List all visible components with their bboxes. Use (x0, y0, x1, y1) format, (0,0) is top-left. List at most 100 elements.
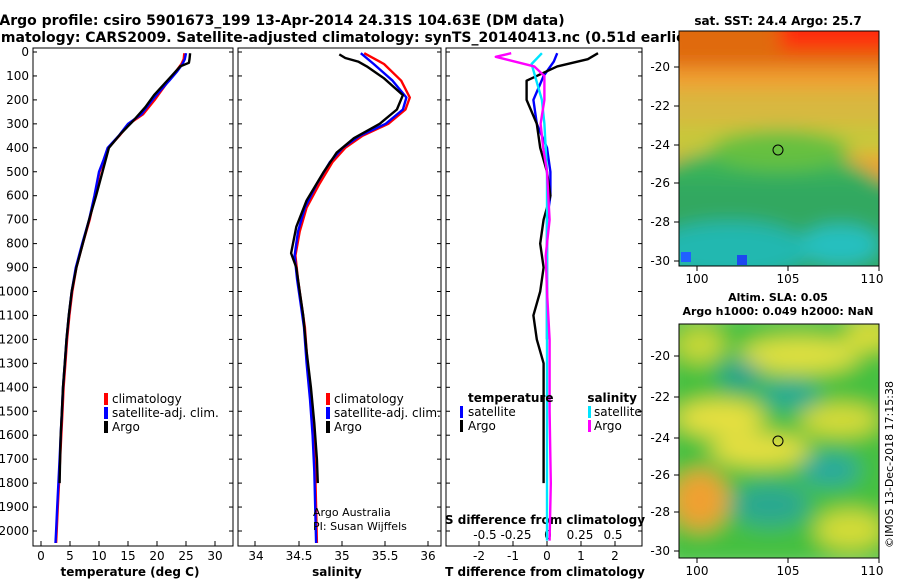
temp-xtick: 5 (66, 549, 74, 563)
sst-ytick: -30 (650, 254, 670, 268)
s-diff-tick: -0.25 (500, 528, 531, 542)
s-diff-tick: -0.5 (473, 528, 496, 542)
depth-tick-label: 600 (6, 189, 29, 203)
sal-xtick: 34.5 (286, 549, 313, 563)
legend-label: Argo (334, 420, 362, 434)
difference-xlabel: T difference from climatology (445, 565, 645, 579)
legend-label: climatology (112, 392, 182, 406)
sst-ytick: -22 (650, 99, 670, 113)
sst-xtick: 110 (861, 272, 884, 286)
sla-xtick: 100 (686, 564, 709, 578)
legend-swatch-argo (326, 421, 330, 433)
sst-map-axes: -20 -22 -24 -26 -28 -30 100 105 110 (650, 60, 883, 286)
difference-legend: temperature satellite Argo salinity sate… (460, 391, 642, 433)
depth-tick-label: 100 (6, 69, 29, 83)
credit-line-1: Argo Australia (313, 506, 391, 519)
argo-location-marker (772, 435, 784, 447)
sla-xtick: 110 (861, 564, 884, 578)
temp-xtick: 20 (149, 549, 164, 563)
imos-watermark: ©IMOS 13-Dec-2018 17:15:38 (883, 381, 896, 548)
diff-xtick: 2 (611, 549, 619, 563)
difference-panel-frame (445, 47, 643, 547)
depth-tick-label: 1200 (0, 332, 29, 346)
salinity-xlabel: salinity (312, 565, 362, 579)
salinity-line-climatology (294, 52, 411, 544)
s-diff-tick: 0.25 (567, 528, 594, 542)
depth-tick-label: 200 (6, 93, 29, 107)
legend-swatch-satellite (104, 407, 108, 419)
legend-swatch-satellite (326, 407, 330, 419)
sla-ytick: -26 (650, 468, 670, 482)
sst-ytick: -26 (650, 176, 670, 190)
legend-label: satellite-adj. clim. (112, 406, 219, 420)
legend-label: satellite (468, 405, 516, 419)
temperature-line-climatology (54, 53, 186, 544)
depth-tick-label: 300 (6, 117, 29, 131)
sla-map-axes: -20 -22 -24 -26 -28 -30 100 105 110 (650, 349, 883, 578)
legend-swatch-argo (104, 421, 108, 433)
sla-ytick: -20 (650, 349, 670, 363)
temperature-line-argo (58, 53, 192, 484)
sla-ytick: -28 (650, 505, 670, 519)
sst-xtick: 105 (777, 272, 800, 286)
diff-xtick: -2 (473, 549, 485, 563)
salinity-panel-frame (237, 47, 442, 547)
sal-xtick: 36 (420, 549, 435, 563)
sla-map (679, 324, 879, 558)
s-diff-tick: 0.5 (603, 528, 622, 542)
depth-ticks (33, 51, 642, 532)
salinity-series (289, 52, 411, 544)
depth-tick-label: 1500 (0, 404, 29, 418)
diff-xtick: 1 (577, 549, 585, 563)
legend-label: satellite-adj. clim. (334, 406, 441, 420)
temperature-panel-frame (32, 47, 234, 547)
legend-label: climatology (334, 392, 404, 406)
depth-tick-label: 1400 (0, 380, 29, 394)
sla-ytick: -22 (650, 390, 670, 404)
depth-tick-label: 2000 (0, 524, 29, 538)
depth-tick-label: 1100 (0, 308, 29, 322)
depth-tick-label: 1800 (0, 476, 29, 490)
temp-xtick: 10 (91, 549, 106, 563)
sla-xtick: 105 (777, 564, 800, 578)
sst-xtick: 100 (686, 272, 709, 286)
temperature-line-satellite-adj-clim- (54, 52, 188, 544)
legend-label: Argo (594, 419, 622, 433)
sal-xtick: 35 (334, 549, 349, 563)
legend-swatch-climatology (104, 393, 108, 405)
sla-map-frame (678, 323, 880, 559)
depth-tick-label: 1600 (0, 428, 29, 442)
sst-map-title: sat. SST: 24.4 Argo: 25.7 (694, 14, 861, 28)
legend-swatch-temp-argo (460, 420, 463, 432)
diff-xtick: 0 (543, 549, 551, 563)
legend-label: Argo (112, 420, 140, 434)
difference-line-temperature-argo (525, 52, 599, 484)
temperature-x-axis: 0 5 10 15 20 25 30 temperature (deg C) (37, 541, 223, 579)
sla-ytick: -30 (650, 544, 670, 558)
depth-axis: 0 100 200 300 400 500 600 700 800 900 1000 1100 1200… (0, 45, 29, 538)
depth-tick-label: 1300 (0, 356, 29, 370)
sst-ytick: -20 (650, 60, 670, 74)
legend-swatch-temp-satellite (460, 406, 463, 418)
sla-map-title-1: Altim. SLA: 0.05 (728, 291, 828, 304)
salinity-line-argo (289, 53, 405, 484)
depth-tick-label: 1000 (0, 285, 29, 299)
depth-tick-label: 700 (6, 213, 29, 227)
difference-x-axis: -2 -1 0 1 2 T difference from climatolog… (445, 513, 645, 579)
temp-xtick: 25 (178, 549, 193, 563)
temperature-series (54, 52, 192, 544)
legend-swatch-sal-satellite (588, 406, 591, 418)
depth-tick-label: 800 (6, 237, 29, 251)
salinity-x-axis: 34 34.5 35 35.5 36 salinity (248, 541, 436, 579)
salinity-line-satellite-adj-clim- (293, 52, 408, 544)
legend-swatch-sal-argo (588, 420, 591, 432)
depth-tick-label: 900 (6, 261, 29, 275)
argo-location-marker (772, 144, 784, 156)
difference-line-salinity-argo (494, 52, 552, 541)
title-line-2: Climatology: CARS2009. Satellite-adjuste… (0, 30, 699, 46)
diff-xtick: -1 (507, 549, 519, 563)
temp-xtick: 0 (37, 549, 45, 563)
difference-series (494, 52, 599, 541)
temp-xtick: 15 (120, 549, 135, 563)
